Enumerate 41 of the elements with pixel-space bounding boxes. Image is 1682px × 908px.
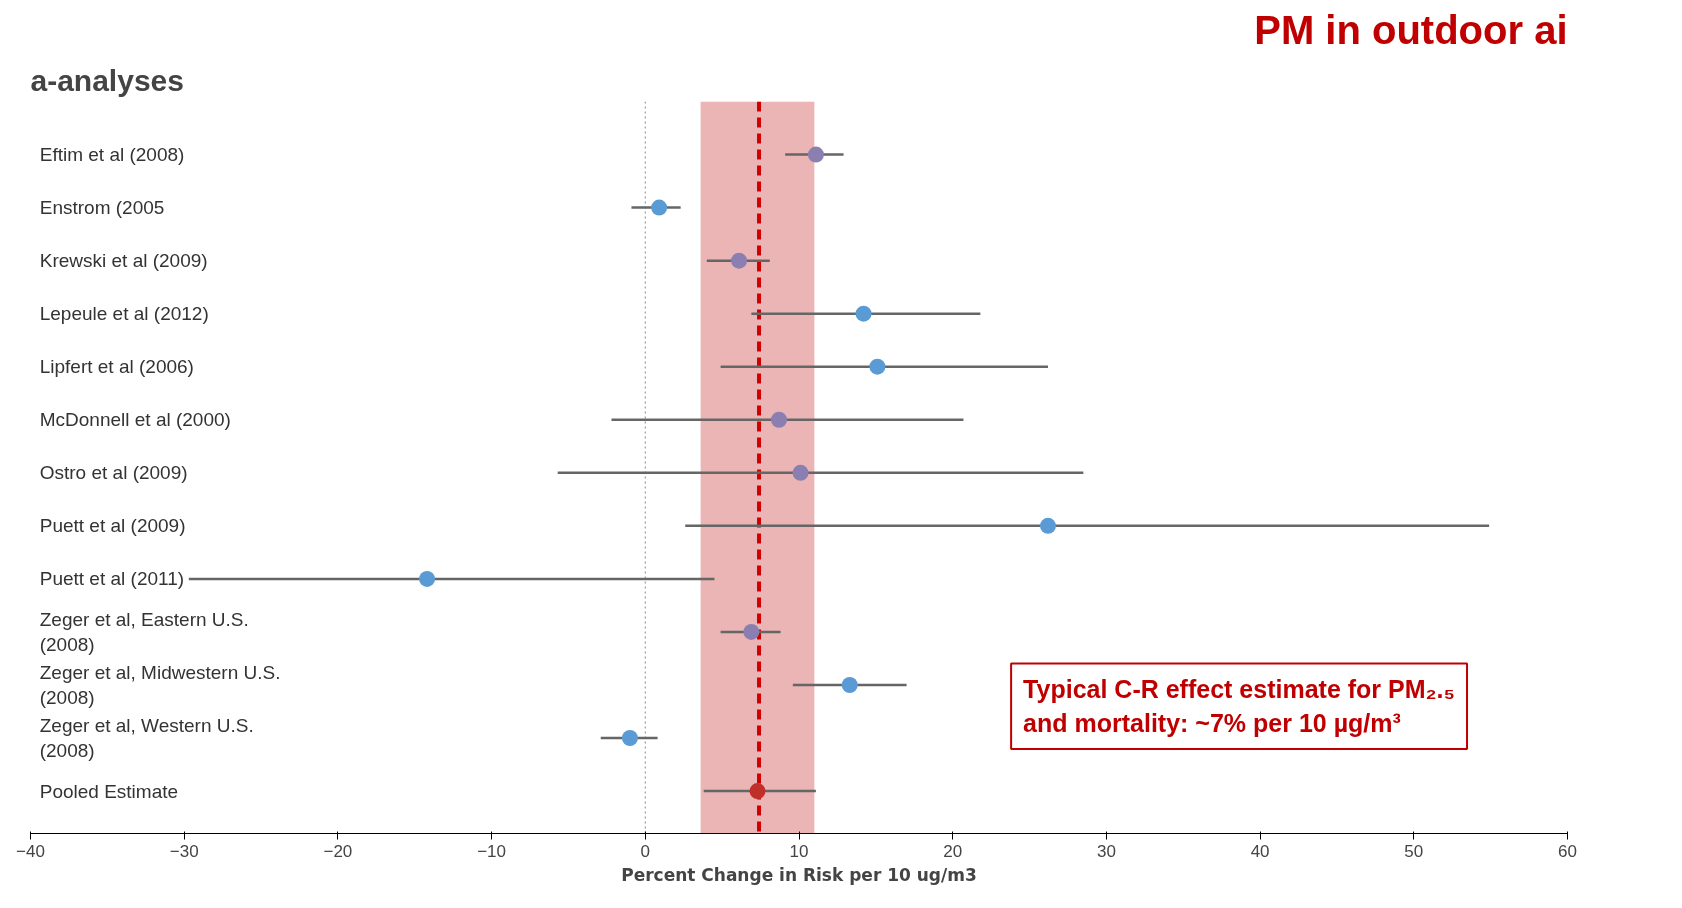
- y-tick-label: Puett et al (2009): [39, 515, 186, 537]
- point: [792, 464, 809, 481]
- x-tick-label: 30: [1096, 841, 1116, 861]
- point: [621, 730, 638, 747]
- chart-title: a-analyses: [30, 63, 184, 97]
- y-tick-label: McDonnell et al (2000): [39, 409, 231, 431]
- point: [841, 676, 858, 693]
- y-tick-label: Krewski et al (2009): [39, 250, 208, 272]
- x-axis-title: Percent Change in Risk per 10 ug/m3: [621, 864, 977, 885]
- y-tick-label: Lipfert et al (2006): [39, 356, 194, 378]
- point: [731, 252, 748, 269]
- x-tick-label: 60: [1558, 841, 1577, 861]
- point: [855, 305, 872, 322]
- point: [743, 623, 760, 640]
- point: [807, 146, 824, 163]
- y-tick-label: Zeger et al, Western U.S. (2008): [39, 714, 254, 762]
- text: PM in outdoor ai: [1254, 7, 1568, 52]
- x-tick-label: 50: [1404, 841, 1424, 861]
- x-tick-label: −30: [169, 841, 199, 861]
- x-tick-label: −40: [16, 841, 45, 861]
- x-tick-label: 20: [943, 841, 963, 861]
- x-tick-label: −10: [477, 841, 507, 861]
- annotation: Typical C-R effect estimate for PM₂.₅ and mortality: ~7% per 10 µg/m³: [1023, 675, 1456, 737]
- x-tick-label: 0: [640, 841, 651, 861]
- y-tick-label: Enstrom (2005: [39, 197, 165, 219]
- point: [419, 570, 436, 587]
- y-tick-label: Zeger et al, Midwestern U.S. (2008): [39, 661, 281, 709]
- y-tick-label: Eftim et al (2008): [39, 144, 185, 166]
- y-tick-label: Zeger et al, Eastern U.S. (2008): [39, 608, 249, 656]
- y-tick-label: Ostro et al (2009): [39, 462, 188, 484]
- point: [651, 199, 668, 216]
- x-tick-label: 10: [789, 841, 809, 861]
- point: [749, 783, 766, 800]
- x-tick-label: 40: [1250, 841, 1270, 861]
- y-tick-label: Lepeule et al (2012): [39, 303, 209, 325]
- x-tick-label: −20: [323, 841, 353, 861]
- point: [1039, 517, 1056, 534]
- y-tick-label: Pooled Estimate: [39, 780, 179, 802]
- point: [771, 411, 788, 428]
- point: [869, 358, 886, 375]
- y-tick-label: Puett et al (2011): [39, 568, 185, 590]
